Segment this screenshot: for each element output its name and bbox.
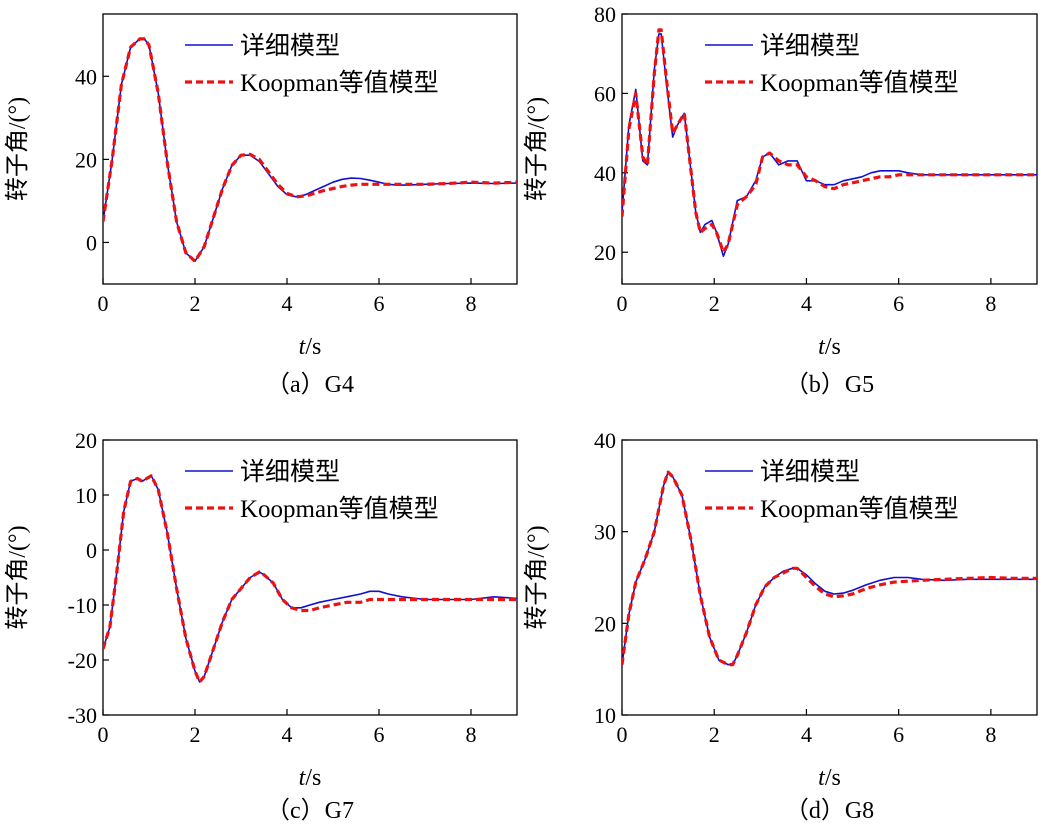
subplot-caption: （d）G8: [785, 798, 874, 824]
legend: 详细模型 Koopman等值模型: [705, 32, 959, 97]
y-tick-label: 60: [594, 81, 616, 106]
series-line-koopman: [103, 474, 517, 684]
plot-frame: [102, 439, 518, 716]
y-tick-label: 10: [594, 703, 616, 728]
x-axis-label: t/s: [299, 765, 322, 791]
series-line-koopman: [622, 470, 1037, 667]
y-tick-label: 0: [86, 538, 97, 563]
subplot-caption: （b）G5: [785, 372, 874, 398]
plot-frame: [102, 13, 518, 285]
y-axis-label: 转子角/(°): [4, 97, 31, 201]
x-tick-label: 4: [801, 291, 812, 316]
x-tick-label: 2: [190, 722, 201, 747]
x-tick-label: 6: [374, 291, 385, 316]
x-tick-label: 4: [282, 722, 293, 747]
x-tick-label: 8: [985, 722, 996, 747]
x-axis-label-var: t: [299, 334, 307, 360]
legend-label: Koopman等值模型: [240, 69, 439, 97]
legend: 详细模型 Koopman等值模型: [705, 458, 959, 523]
y-tick-label: 40: [75, 64, 97, 89]
x-tick-label: 6: [893, 291, 904, 316]
x-tick-label: 2: [709, 291, 720, 316]
x-tick-label: 8: [985, 291, 996, 316]
subplot-cg7: 0 2 4 6 8 -30 -20 -10 0 10 20 转子角/(°) t/s （c）G7 详细模型 Ko…: [4, 428, 518, 824]
y-tick-label: 20: [594, 240, 616, 265]
y-tick-label: 20: [594, 611, 616, 636]
y-tick-label: -10: [68, 593, 97, 618]
x-tick-label: 2: [709, 722, 720, 747]
x-tick-label: 4: [801, 722, 812, 747]
y-tick-label: -20: [68, 648, 97, 673]
subplot-caption: （a）G4: [266, 372, 354, 398]
x-axis-label-var: t: [818, 765, 826, 791]
x-tick-label: 8: [466, 291, 477, 316]
y-tick-label: 20: [75, 147, 97, 172]
x-axis-label-unit: /s: [305, 765, 321, 791]
y-tick-label: 10: [75, 483, 97, 508]
x-tick-label: 6: [893, 722, 904, 747]
legend: 详细模型 Koopman等值模型: [185, 32, 439, 97]
legend-label: Koopman等值模型: [760, 495, 959, 523]
series-line-koopman: [622, 28, 1037, 254]
subplot-dg8: 0 2 4 6 8 10 20 30 40 转子角/(°) t/s （d）G8 详细模型 Koopman等…: [523, 428, 1038, 824]
plot-frame: [621, 13, 1038, 285]
series-line-koopman: [103, 37, 517, 263]
y-tick-label: 30: [594, 520, 616, 545]
x-tick-label: 4: [282, 291, 293, 316]
legend-label: Koopman等值模型: [240, 495, 439, 523]
legend: 详细模型 Koopman等值模型: [185, 458, 439, 523]
subplot-bg5: 0 2 4 6 8 20 40 60 80 转子角/(°) t/s （b）G5 详细模型 Koopman等…: [523, 2, 1038, 398]
y-axis-label: 转子角/(°): [523, 97, 550, 201]
x-tick-label: 0: [98, 291, 109, 316]
legend-label: 详细模型: [760, 32, 860, 60]
x-tick-label: 2: [190, 291, 201, 316]
y-tick-label: -30: [68, 703, 97, 728]
y-tick-label: 40: [594, 428, 616, 453]
x-axis-label-var: t: [299, 765, 307, 791]
subplot-caption: （c）G7: [266, 798, 354, 824]
y-tick-label: 20: [75, 428, 97, 453]
legend-label: 详细模型: [240, 458, 340, 486]
y-tick-label: 0: [86, 230, 97, 255]
x-tick-label: 0: [98, 722, 109, 747]
y-axis-label: 转子角/(°): [523, 525, 550, 629]
x-axis-label-unit: /s: [825, 765, 841, 791]
legend-label: Koopman等值模型: [760, 69, 959, 97]
y-axis-label: 转子角/(°): [4, 525, 31, 629]
series-line-detailed: [622, 33, 1037, 258]
x-tick-label: 6: [374, 722, 385, 747]
x-axis-label: t/s: [818, 334, 841, 360]
x-tick-label: 0: [617, 722, 628, 747]
x-tick-label: 0: [617, 291, 628, 316]
legend-label: 详细模型: [240, 32, 340, 60]
x-axis-label-var: t: [818, 334, 826, 360]
x-axis-label: t/s: [299, 334, 322, 360]
legend-label: 详细模型: [760, 458, 860, 486]
y-tick-label: 80: [594, 2, 616, 27]
y-tick-label: 40: [594, 161, 616, 186]
x-tick-label: 8: [466, 722, 477, 747]
subplot-ag4: 0 2 4 6 8 0 20 40 转子角/(°) t/s （a）G4 详细模型 Koopman等值模型: [4, 13, 518, 398]
x-axis-label: t/s: [818, 765, 841, 791]
x-axis-label-unit: /s: [825, 334, 841, 360]
x-axis-label-unit: /s: [305, 334, 321, 360]
series-line-detailed: [103, 474, 517, 683]
